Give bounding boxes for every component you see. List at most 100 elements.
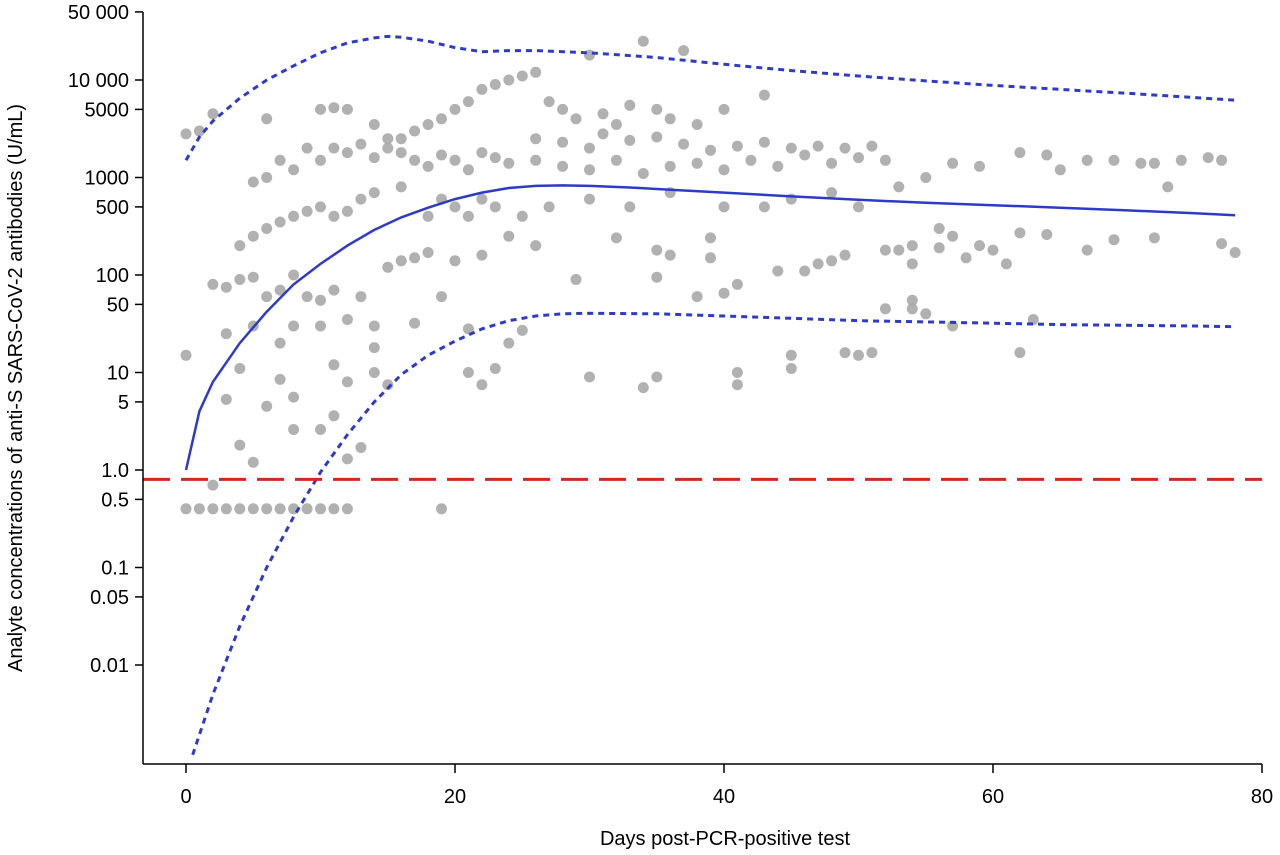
data-point <box>853 349 864 361</box>
data-point <box>355 138 367 150</box>
data-point <box>584 164 595 176</box>
data-point <box>866 347 878 359</box>
data-point <box>974 160 985 172</box>
data-point <box>315 320 326 332</box>
data-point <box>610 119 622 130</box>
data-point <box>1216 154 1228 166</box>
data-point <box>341 314 353 325</box>
data-point <box>301 503 313 515</box>
data-point <box>584 193 595 205</box>
data-point <box>261 400 273 412</box>
data-point <box>247 271 259 283</box>
data-point <box>368 119 380 130</box>
data-point <box>853 152 864 164</box>
data-point <box>758 136 770 148</box>
data-point <box>261 223 273 234</box>
x-tick-label: 40 <box>713 786 735 808</box>
y-tick-label: 0.01 <box>90 655 129 677</box>
data-point <box>920 172 932 183</box>
x-tick-label: 60 <box>982 786 1004 808</box>
data-point <box>449 201 461 213</box>
data-point <box>718 103 730 115</box>
data-point <box>341 147 353 159</box>
data-point <box>315 424 326 435</box>
data-point <box>651 244 663 256</box>
y-tick-label: 1.0 <box>101 460 129 482</box>
data-point <box>247 230 259 242</box>
data-point <box>288 210 300 222</box>
data-point <box>489 363 501 374</box>
data-point <box>543 201 555 213</box>
data-point <box>1014 227 1026 239</box>
data-point <box>1108 234 1120 246</box>
data-point <box>893 244 905 256</box>
data-point <box>651 131 663 143</box>
data-point <box>382 142 394 154</box>
data-point <box>705 232 716 244</box>
data-point <box>799 265 811 277</box>
data-point <box>718 201 730 213</box>
data-point <box>570 113 582 125</box>
x-ticks: 0 20 40 60 80 <box>180 764 1273 808</box>
data-point <box>597 108 609 120</box>
data-point <box>328 503 340 515</box>
data-point <box>597 128 609 140</box>
data-point <box>274 373 286 385</box>
data-point <box>476 147 488 159</box>
data-point <box>584 142 595 154</box>
data-point <box>1148 157 1160 169</box>
y-tick-label: 5 <box>118 392 129 414</box>
y-tick-label: 50 <box>107 294 129 316</box>
data-point <box>462 323 474 335</box>
data-point <box>584 371 595 383</box>
data-point <box>785 142 797 154</box>
data-point <box>530 240 542 252</box>
data-point <box>261 113 273 125</box>
data-point <box>691 157 703 169</box>
data-point <box>476 379 488 391</box>
y-tick-label: 10 000 <box>68 70 129 92</box>
data-point <box>678 45 690 57</box>
axes <box>142 12 1262 765</box>
data-point <box>368 187 380 199</box>
data-point <box>610 232 622 244</box>
data-point <box>382 133 394 145</box>
data-point <box>274 337 286 349</box>
y-tick-label: 5000 <box>85 99 130 121</box>
data-point <box>839 249 851 261</box>
data-point <box>288 424 300 435</box>
data-point <box>651 271 663 283</box>
data-point <box>664 160 676 172</box>
data-point <box>462 164 474 176</box>
data-point <box>247 176 259 188</box>
data-point <box>906 294 918 306</box>
data-point <box>341 453 353 465</box>
data-point <box>530 154 542 166</box>
data-point <box>651 103 663 115</box>
data-point <box>193 125 205 137</box>
data-point <box>974 240 985 252</box>
data-point <box>274 216 286 228</box>
data-point <box>1162 181 1174 193</box>
data-point <box>476 193 488 205</box>
data-point <box>288 320 300 332</box>
data-point <box>288 269 300 281</box>
data-point <box>624 134 636 146</box>
data-point <box>328 284 340 296</box>
data-point <box>288 391 300 403</box>
data-point <box>516 210 528 222</box>
data-point <box>207 503 219 515</box>
data-point <box>220 503 232 515</box>
data-point <box>234 240 246 252</box>
data-point <box>947 230 959 242</box>
data-point <box>462 367 474 378</box>
data-point <box>624 201 636 213</box>
data-point <box>274 284 286 296</box>
data-point <box>1229 247 1241 258</box>
data-point <box>758 201 770 213</box>
data-point <box>879 303 891 315</box>
data-point <box>234 503 246 515</box>
data-point <box>355 193 367 205</box>
